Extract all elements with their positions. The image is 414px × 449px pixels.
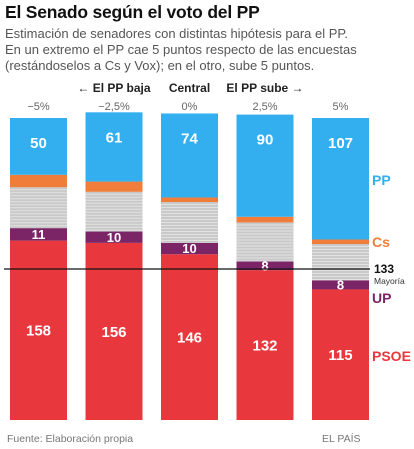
bar-segment-up — [161, 242, 218, 255]
subtitle-line: Estimación de senadores con distintas hi… — [5, 26, 349, 41]
chart-title: El Senado según el voto del PP — [5, 2, 260, 22]
data-label-pp: 90 — [257, 132, 274, 149]
legend-psoe: PSOE — [372, 348, 411, 364]
data-label-psoe: 156 — [101, 324, 126, 341]
data-label-pp: 107 — [328, 135, 353, 152]
credit: EL PAÍS — [322, 433, 361, 445]
bar-segment-pp — [85, 112, 143, 182]
source-note: Fuente: Elaboración propia — [7, 433, 134, 445]
column-header: El PP sube → — [226, 81, 303, 95]
data-label-up: 10 — [182, 241, 196, 256]
data-label-up: 10 — [107, 230, 121, 245]
data-label-psoe: 146 — [177, 330, 202, 347]
bar-segment-pp — [312, 118, 369, 240]
bar-segment-others — [85, 191, 143, 232]
legend-cs: Cs — [372, 234, 390, 250]
tick-label: −2,5% — [98, 101, 130, 113]
data-label-psoe: 115 — [328, 347, 352, 364]
bar-segment-cs — [85, 181, 143, 192]
data-label-psoe: 132 — [252, 337, 277, 354]
bar-segment-up — [312, 280, 369, 290]
tick-label: −5% — [27, 101, 50, 113]
bar-segment-pp — [10, 118, 67, 175]
tick-label: 0% — [182, 101, 198, 113]
bar-segment-psoe — [236, 270, 294, 420]
bar-segment-cs — [10, 174, 67, 188]
bar-segment-up — [236, 261, 294, 271]
data-label-pp: 74 — [181, 130, 198, 147]
bar-segment-others — [312, 244, 369, 281]
bar-segment-psoe — [85, 242, 143, 420]
bar-segment-cs — [236, 216, 294, 223]
bar-segment-up — [85, 231, 143, 243]
legend-up: UP — [372, 290, 391, 306]
bar-segment-cs — [161, 197, 218, 203]
tick-label: 5% — [333, 101, 349, 113]
data-label-up: 8 — [261, 258, 268, 273]
data-label-up: 8 — [337, 278, 344, 293]
bar-segment-up — [10, 228, 67, 241]
column-header: Central — [169, 81, 210, 95]
majority-sublabel: Mayoría — [374, 276, 405, 286]
legend-pp: PP — [372, 172, 391, 188]
data-label-pp: 61 — [106, 129, 123, 146]
chart-subtitle: Estimación de senadores con distintas hi… — [5, 26, 409, 74]
bar-segment-pp — [236, 114, 294, 217]
data-label-up: 11 — [32, 227, 46, 242]
bar-segment-psoe — [10, 240, 67, 420]
bar-segment-psoe — [161, 254, 218, 420]
tick-label: 2,5% — [252, 101, 277, 113]
bar-segment-psoe — [312, 289, 369, 420]
subtitle-line: (restándoselos a Cs y Vox); en el otro, … — [5, 58, 315, 73]
bar-segment-cs — [312, 239, 369, 245]
majority-label: 133 — [374, 262, 394, 276]
bar-segment-pp — [161, 113, 218, 198]
data-label-psoe: 158 — [26, 323, 51, 340]
data-label-pp: 50 — [30, 135, 47, 152]
subtitle-line: En un extremo el PP cae 5 puntos respect… — [5, 42, 357, 57]
column-header: ← El PP baja — [77, 81, 150, 95]
